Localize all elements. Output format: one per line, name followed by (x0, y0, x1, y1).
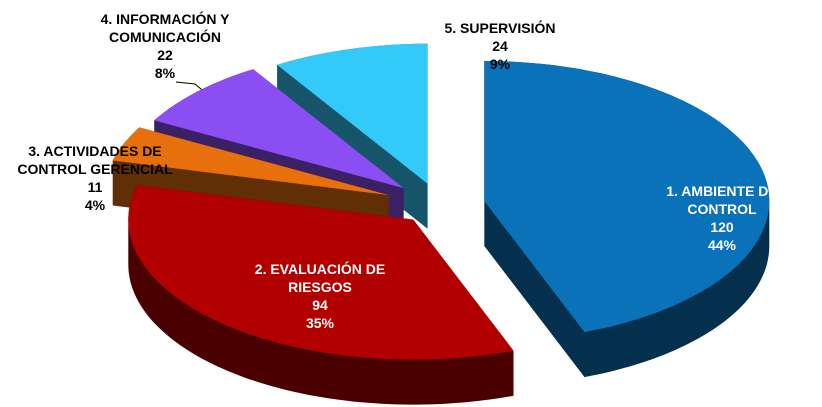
slice (484, 61, 770, 333)
data-label: 5. SUPERVISIÓN 24 9% (425, 19, 575, 73)
slice (112, 127, 389, 196)
category-label: 1. AMBIENTE DE CONTROL (666, 183, 778, 217)
percent-label: 8% (154, 65, 176, 81)
percent-label: 9% (489, 56, 511, 72)
slice (154, 69, 404, 189)
category-label: 5. SUPERVISIÓN (444, 20, 556, 36)
data-label: 3. ACTIVIDADES DE CONTROL GERENCIAL 11 4% (0, 142, 195, 214)
value-label: 94 (312, 297, 328, 313)
category-label: 4. INFORMACIÓN Y COMUNICACIÓN (100, 11, 230, 45)
category-label: 3. ACTIVIDADES DE CONTROL GERENCIAL (17, 143, 173, 177)
percent-label: 44% (707, 237, 737, 253)
value-label: 120 (710, 219, 734, 235)
category-label: 2. EVALUACIÓN DE RIESGOS (254, 261, 386, 295)
value-label: 24 (492, 38, 508, 54)
slice (277, 43, 428, 184)
percent-label: 35% (305, 315, 335, 331)
percent-label: 4% (84, 197, 106, 213)
slice (128, 185, 514, 360)
data-label: 4. INFORMACIÓN Y COMUNICACIÓN 22 8% (80, 10, 250, 82)
data-label: 2. EVALUACIÓN DE RIESGOS 94 35% (230, 260, 410, 332)
value-label: 11 (87, 179, 103, 195)
data-label: 1. AMBIENTE DE CONTROL 120 44% (647, 182, 797, 254)
value-label: 22 (157, 47, 173, 63)
